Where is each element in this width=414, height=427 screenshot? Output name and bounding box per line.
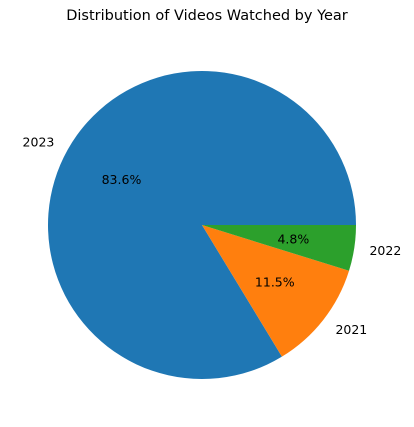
pie-slices xyxy=(48,70,357,379)
pie-slice-2023 xyxy=(48,70,357,379)
pie-labels: 83.6% 2023 11.5% 2021 4.8% 2022 xyxy=(23,134,402,336)
slice-percent-label: 11.5% xyxy=(255,274,295,289)
slice-category-label: 2023 xyxy=(23,134,55,149)
pie-slice-2022 xyxy=(202,225,356,271)
slice-category-label: 2021 xyxy=(335,322,367,337)
slice-percent-label: 4.8% xyxy=(277,231,309,246)
chart-title: Distribution of Videos Watched by Year xyxy=(66,8,348,24)
slice-percent-label: 83.6% xyxy=(102,172,142,187)
slice-category-label: 2022 xyxy=(369,243,401,258)
pie-slice-2021 xyxy=(202,225,350,357)
